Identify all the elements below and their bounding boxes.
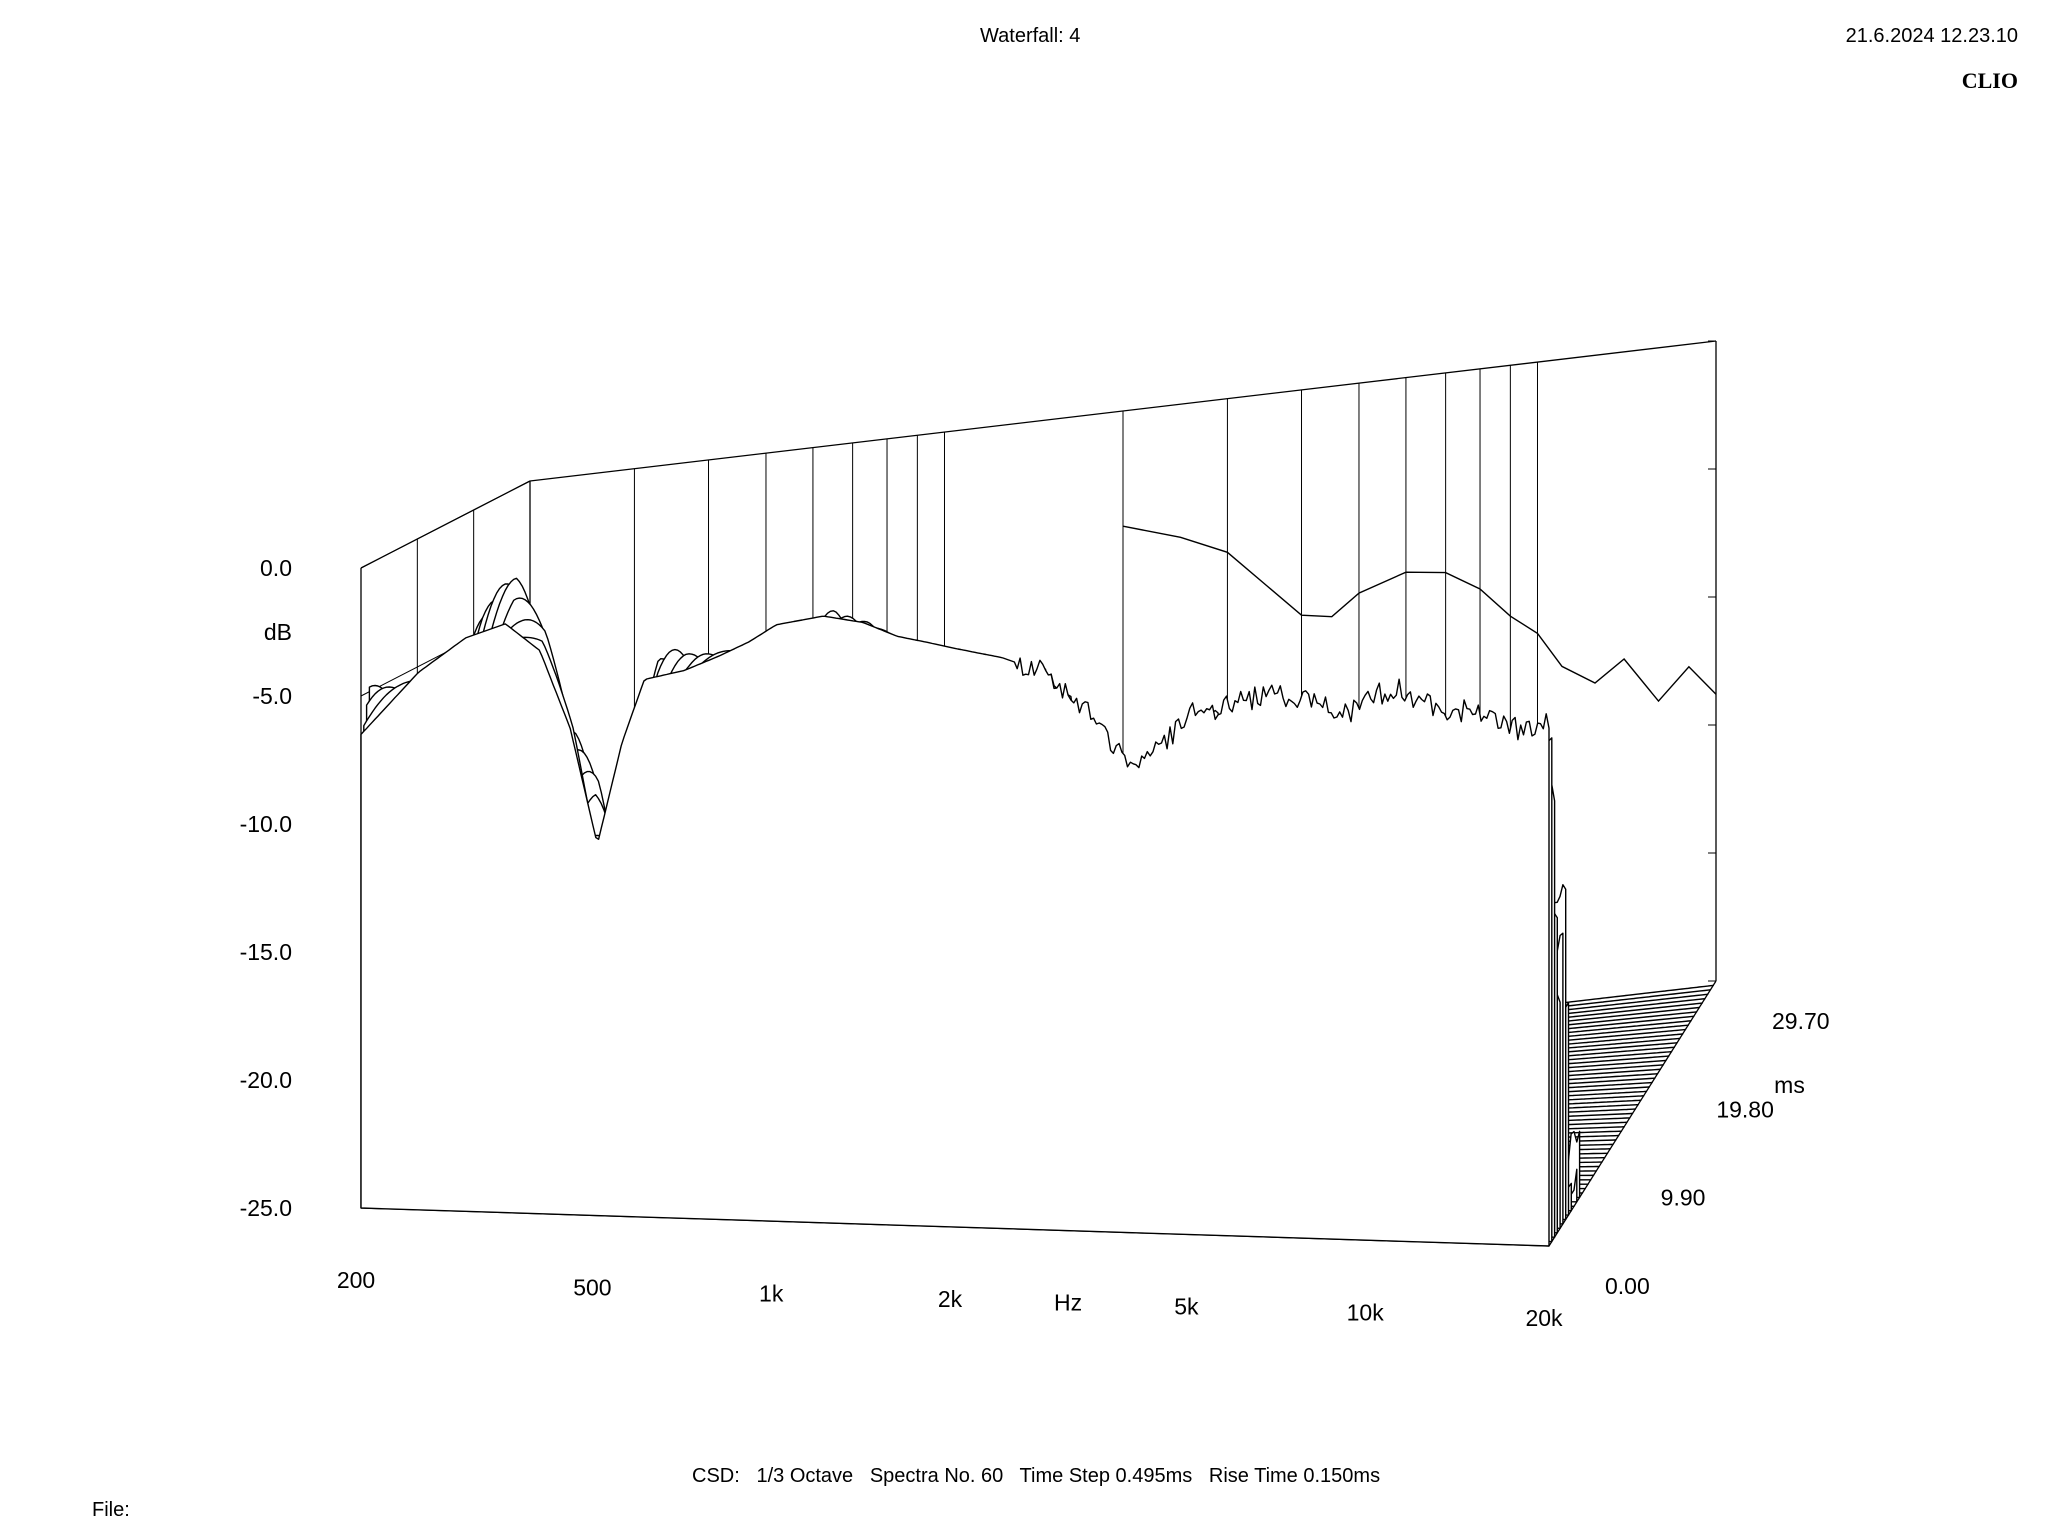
chart-title: Waterfall: 4	[980, 25, 1081, 47]
db-tick-label-5: -25.0	[240, 1195, 292, 1221]
freq-tick-label-2: 1k	[759, 1280, 784, 1306]
db-tick-label-1: -5.0	[252, 683, 292, 709]
waterfall-spectra	[360, 525, 1717, 1247]
footer-info: CSD: 1/3 Octave Spectra No. 60 Time Step…	[692, 1465, 1381, 1487]
db-tick-label-2: -10.0	[240, 811, 292, 837]
z-axis-label: ms	[1774, 1072, 1805, 1098]
y-axis-label: dB	[264, 619, 292, 645]
freq-tick-label-3: 2k	[938, 1286, 963, 1312]
db-tick-label-0: 0.0	[260, 555, 292, 581]
reference-curve	[1122, 525, 1717, 703]
x-axis-label: Hz	[1054, 1290, 1082, 1316]
freq-tick-label-1: 500	[573, 1275, 611, 1301]
freq-tick-label-5: 10k	[1347, 1299, 1385, 1325]
freq-tick-label-4: 5k	[1174, 1294, 1199, 1320]
clio-brand-logo: CLIO	[1961, 68, 2018, 93]
freq-tick-label-0: 200	[337, 1267, 375, 1293]
db-tick-label-3: -15.0	[240, 939, 292, 965]
time-tick-label-3: 29.70	[1772, 1008, 1830, 1034]
axis-labels: 0.0 -5.0 -10.0 -15.0 -20.0 -25.0 dB 200 500 1k 2k 5…	[240, 555, 1830, 1331]
db-tick-label-4: -20.0	[240, 1067, 292, 1093]
freq-tick-label-6: 20k	[1525, 1305, 1563, 1331]
time-tick-label-1: 9.90	[1661, 1185, 1706, 1211]
timestamp: 21.6.2024 12.23.10	[1845, 25, 2018, 47]
time-tick-label-2: 19.80	[1716, 1096, 1774, 1122]
spectrum-slice-0	[360, 615, 1550, 1247]
left-wall-grid-0	[360, 480, 531, 569]
file-label: File:	[92, 1499, 130, 1521]
time-tick-label-0: 0.00	[1605, 1273, 1650, 1299]
